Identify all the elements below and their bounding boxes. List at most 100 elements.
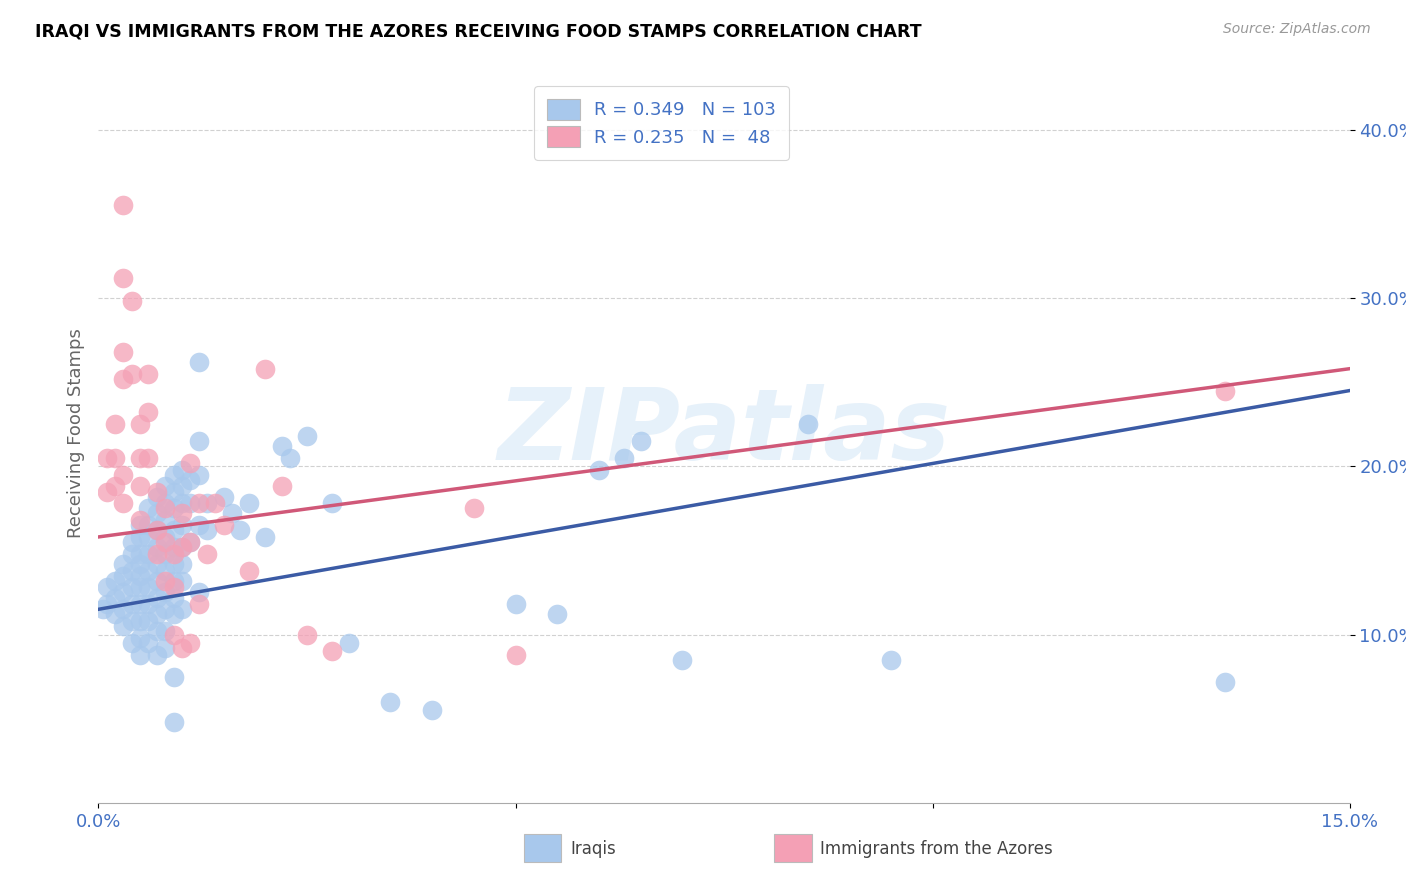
Point (278, 450, 301, 465)
Point (138, 636, 160, 650)
Point (96, 597, 118, 611)
Point (146, 624, 169, 639)
Point (112, 496, 135, 510)
Point (129, 450, 152, 465)
Point (153, 530, 176, 544)
Point (162, 467, 184, 482)
Point (153, 479, 176, 493)
Point (162, 581, 184, 595)
Point (546, 607, 568, 622)
Point (129, 557, 152, 571)
Point (221, 507, 243, 521)
Text: Iraqis: Iraqis (571, 839, 616, 858)
Point (138, 614, 160, 628)
Point (104, 574, 127, 588)
Point (129, 530, 152, 544)
Point (254, 361, 277, 376)
Text: Source: ZipAtlas.com: Source: ZipAtlas.com (1223, 22, 1371, 37)
Point (138, 597, 160, 611)
Point (295, 627, 318, 641)
Point (229, 523, 252, 537)
Point (179, 496, 201, 510)
Point (162, 557, 184, 571)
Point (187, 496, 209, 510)
Y-axis label: Receiving Food Stamps: Receiving Food Stamps (66, 327, 84, 538)
Point (153, 602, 176, 616)
Point (146, 507, 169, 521)
Point (187, 585, 209, 599)
Point (112, 568, 135, 582)
Point (129, 614, 152, 628)
Point (153, 585, 176, 599)
Point (104, 450, 127, 465)
Point (170, 557, 193, 571)
Point (121, 636, 143, 650)
Point (112, 344, 135, 359)
Point (138, 367, 160, 381)
Point (1213, 674, 1236, 689)
Point (254, 530, 277, 544)
Point (121, 614, 143, 628)
Point (153, 496, 176, 510)
Point (170, 640, 193, 655)
Point (112, 372, 135, 386)
Point (238, 496, 260, 510)
Point (138, 518, 160, 533)
Point (271, 439, 294, 453)
Point (146, 490, 169, 504)
Point (138, 564, 160, 578)
Point (146, 547, 169, 561)
Point (129, 631, 152, 645)
Point (112, 619, 135, 633)
Point (146, 607, 169, 622)
Point (170, 507, 193, 521)
FancyBboxPatch shape (524, 834, 561, 862)
Point (121, 367, 143, 381)
Point (146, 523, 169, 537)
Point (170, 574, 193, 588)
Point (121, 547, 143, 561)
Point (463, 501, 485, 516)
Point (129, 581, 152, 595)
Point (187, 355, 209, 369)
Point (153, 535, 176, 549)
Point (420, 703, 443, 717)
Point (588, 462, 610, 476)
Point (153, 513, 176, 527)
Point (138, 530, 160, 544)
Point (146, 540, 169, 554)
Point (195, 496, 218, 510)
Point (146, 574, 169, 588)
Point (129, 547, 152, 561)
Point (104, 591, 127, 605)
Point (162, 523, 184, 537)
Point (96, 581, 118, 595)
Point (505, 597, 527, 611)
Point (505, 648, 527, 662)
Point (112, 602, 135, 616)
Point (121, 564, 143, 578)
Point (880, 653, 903, 667)
Point (162, 484, 184, 499)
Point (153, 574, 176, 588)
Point (153, 564, 176, 578)
Point (104, 417, 127, 432)
Point (146, 557, 169, 571)
Point (187, 597, 209, 611)
Point (146, 484, 169, 499)
Point (170, 518, 193, 533)
Point (112, 557, 135, 571)
Point (238, 564, 260, 578)
Point (129, 648, 152, 662)
Point (153, 501, 176, 516)
Point (195, 547, 218, 561)
Point (630, 434, 652, 448)
Point (170, 479, 193, 493)
Point (138, 581, 160, 595)
Point (337, 636, 360, 650)
Point (170, 540, 193, 554)
Point (1213, 384, 1236, 398)
Point (380, 695, 402, 709)
Point (121, 294, 143, 309)
Point (104, 607, 127, 622)
